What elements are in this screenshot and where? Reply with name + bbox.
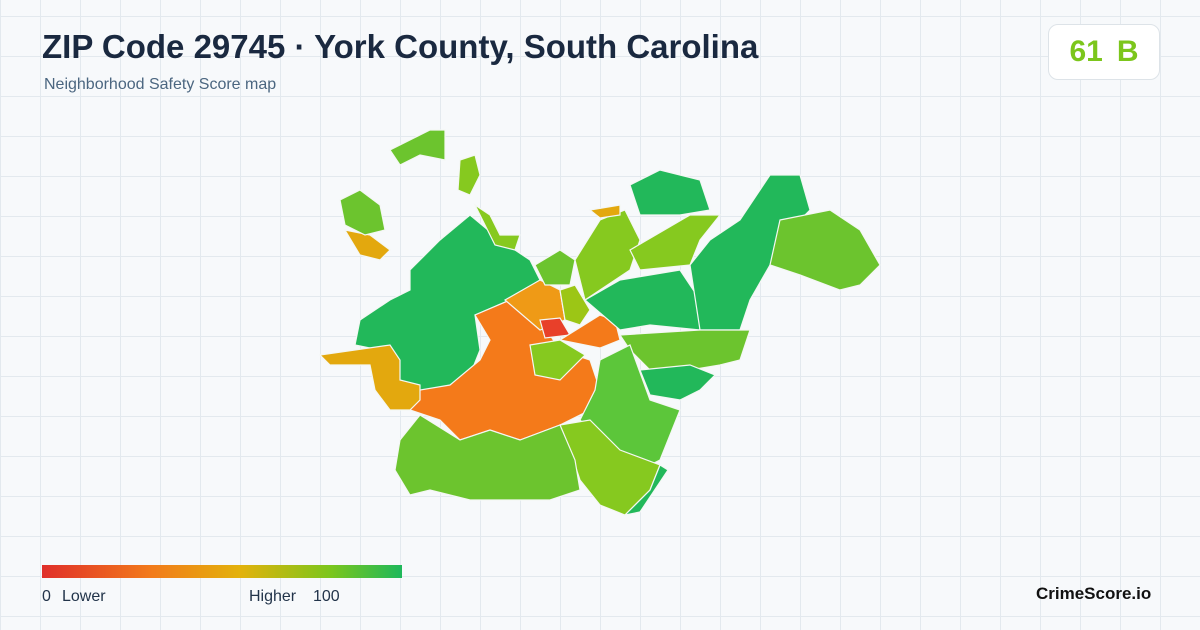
region	[457, 154, 481, 196]
region	[618, 329, 751, 371]
score-badge: 61 B	[1048, 24, 1160, 80]
regions	[318, 129, 881, 516]
region	[574, 209, 641, 301]
region	[534, 249, 576, 286]
region	[639, 364, 717, 401]
region	[389, 129, 446, 166]
legend-min-text: Lower	[62, 588, 106, 605]
region	[559, 284, 591, 326]
region	[473, 203, 521, 251]
legend-gradient	[42, 565, 402, 578]
grade: B	[1116, 35, 1139, 68]
legend-min: 0	[42, 588, 51, 605]
region	[588, 204, 621, 219]
region	[539, 317, 571, 339]
score: 61	[1069, 35, 1103, 68]
subtitle: Neighborhood Safety Score map	[44, 76, 277, 93]
title: ZIP Code 29745 · York County, South Caro…	[42, 28, 759, 65]
region	[558, 314, 621, 349]
region	[629, 214, 722, 271]
legend-max: 100	[313, 588, 340, 605]
region	[623, 464, 669, 516]
region	[769, 209, 881, 291]
region	[318, 344, 421, 411]
region	[629, 169, 711, 216]
region	[529, 339, 586, 381]
legend-max-text: Higher	[249, 588, 297, 605]
region	[339, 189, 386, 236]
region	[394, 414, 581, 501]
brand: CrimeScore.io	[1036, 584, 1152, 603]
